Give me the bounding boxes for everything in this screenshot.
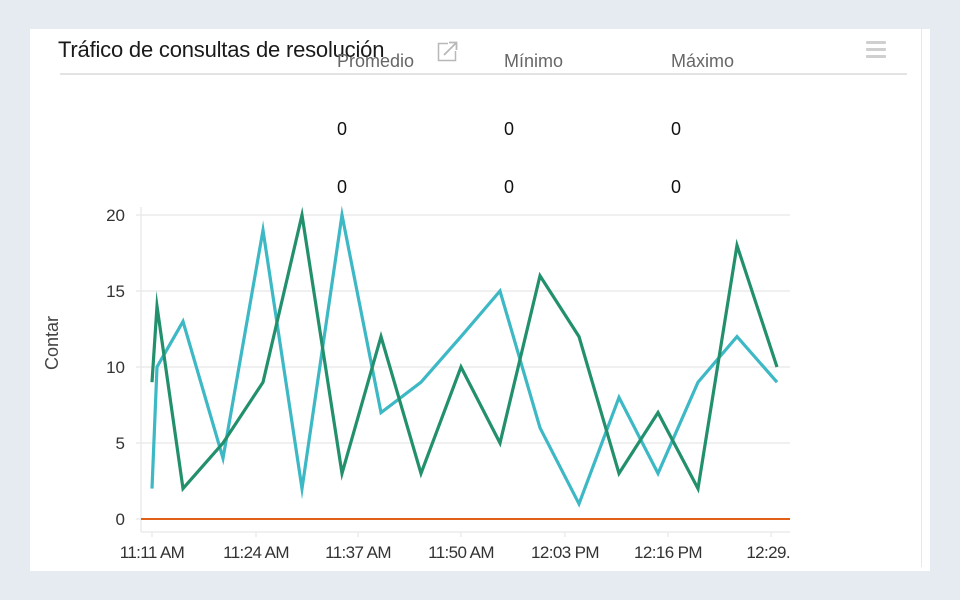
x-tick-label: 12:16 PM	[634, 543, 702, 562]
y-axis-ticks: 0 5 10 15 20	[106, 206, 125, 529]
chart-card: Tráfico de consultas de resolución	[30, 29, 930, 571]
outgoing-minimo-value: 0	[504, 177, 515, 197]
x-tick-label: 11:24 AM	[223, 543, 289, 562]
y-tick-label: 5	[116, 434, 125, 453]
incoming-minimo-value: 0	[504, 119, 515, 139]
green-series-line[interactable]	[150, 206, 779, 494]
column-header-minimo: Mínimo	[504, 51, 564, 71]
y-tick-label: 20	[106, 206, 125, 225]
x-tick-label: 11:37 AM	[325, 543, 391, 562]
title-divider	[60, 73, 907, 75]
card-edge	[921, 29, 922, 567]
outgoing-maximo-value: 0	[671, 177, 682, 197]
incoming-maximo-value: 0	[671, 119, 682, 139]
x-axis-ticks: 11:11 AM 11:24 AM 11:37 AM 11:50 AM 12:03 PM…	[120, 543, 791, 562]
x-tick-label: 11:11 AM	[120, 543, 185, 562]
column-header-promedio: Promedio	[337, 51, 415, 71]
y-tick-label: 15	[106, 282, 125, 301]
incoming-promedio-value: 0	[337, 119, 348, 139]
series-lines	[141, 205, 790, 520]
hamburger-menu-icon[interactable]	[866, 41, 886, 59]
y-tick-label: 0	[116, 510, 125, 529]
x-tick-label: 12:03 PM	[531, 543, 599, 562]
x-tick-label: 11:50 AM	[428, 543, 494, 562]
column-header-maximo: Máximo	[671, 51, 735, 71]
teal-series-line[interactable]	[150, 205, 779, 508]
chart-title: Tráfico de consultas de resolución	[58, 37, 385, 62]
external-link-icon[interactable]	[437, 40, 459, 62]
y-tick-label: 10	[106, 358, 125, 377]
outgoing-promedio-value: 0	[337, 177, 348, 197]
x-tick-label: 12:29.	[746, 543, 790, 562]
